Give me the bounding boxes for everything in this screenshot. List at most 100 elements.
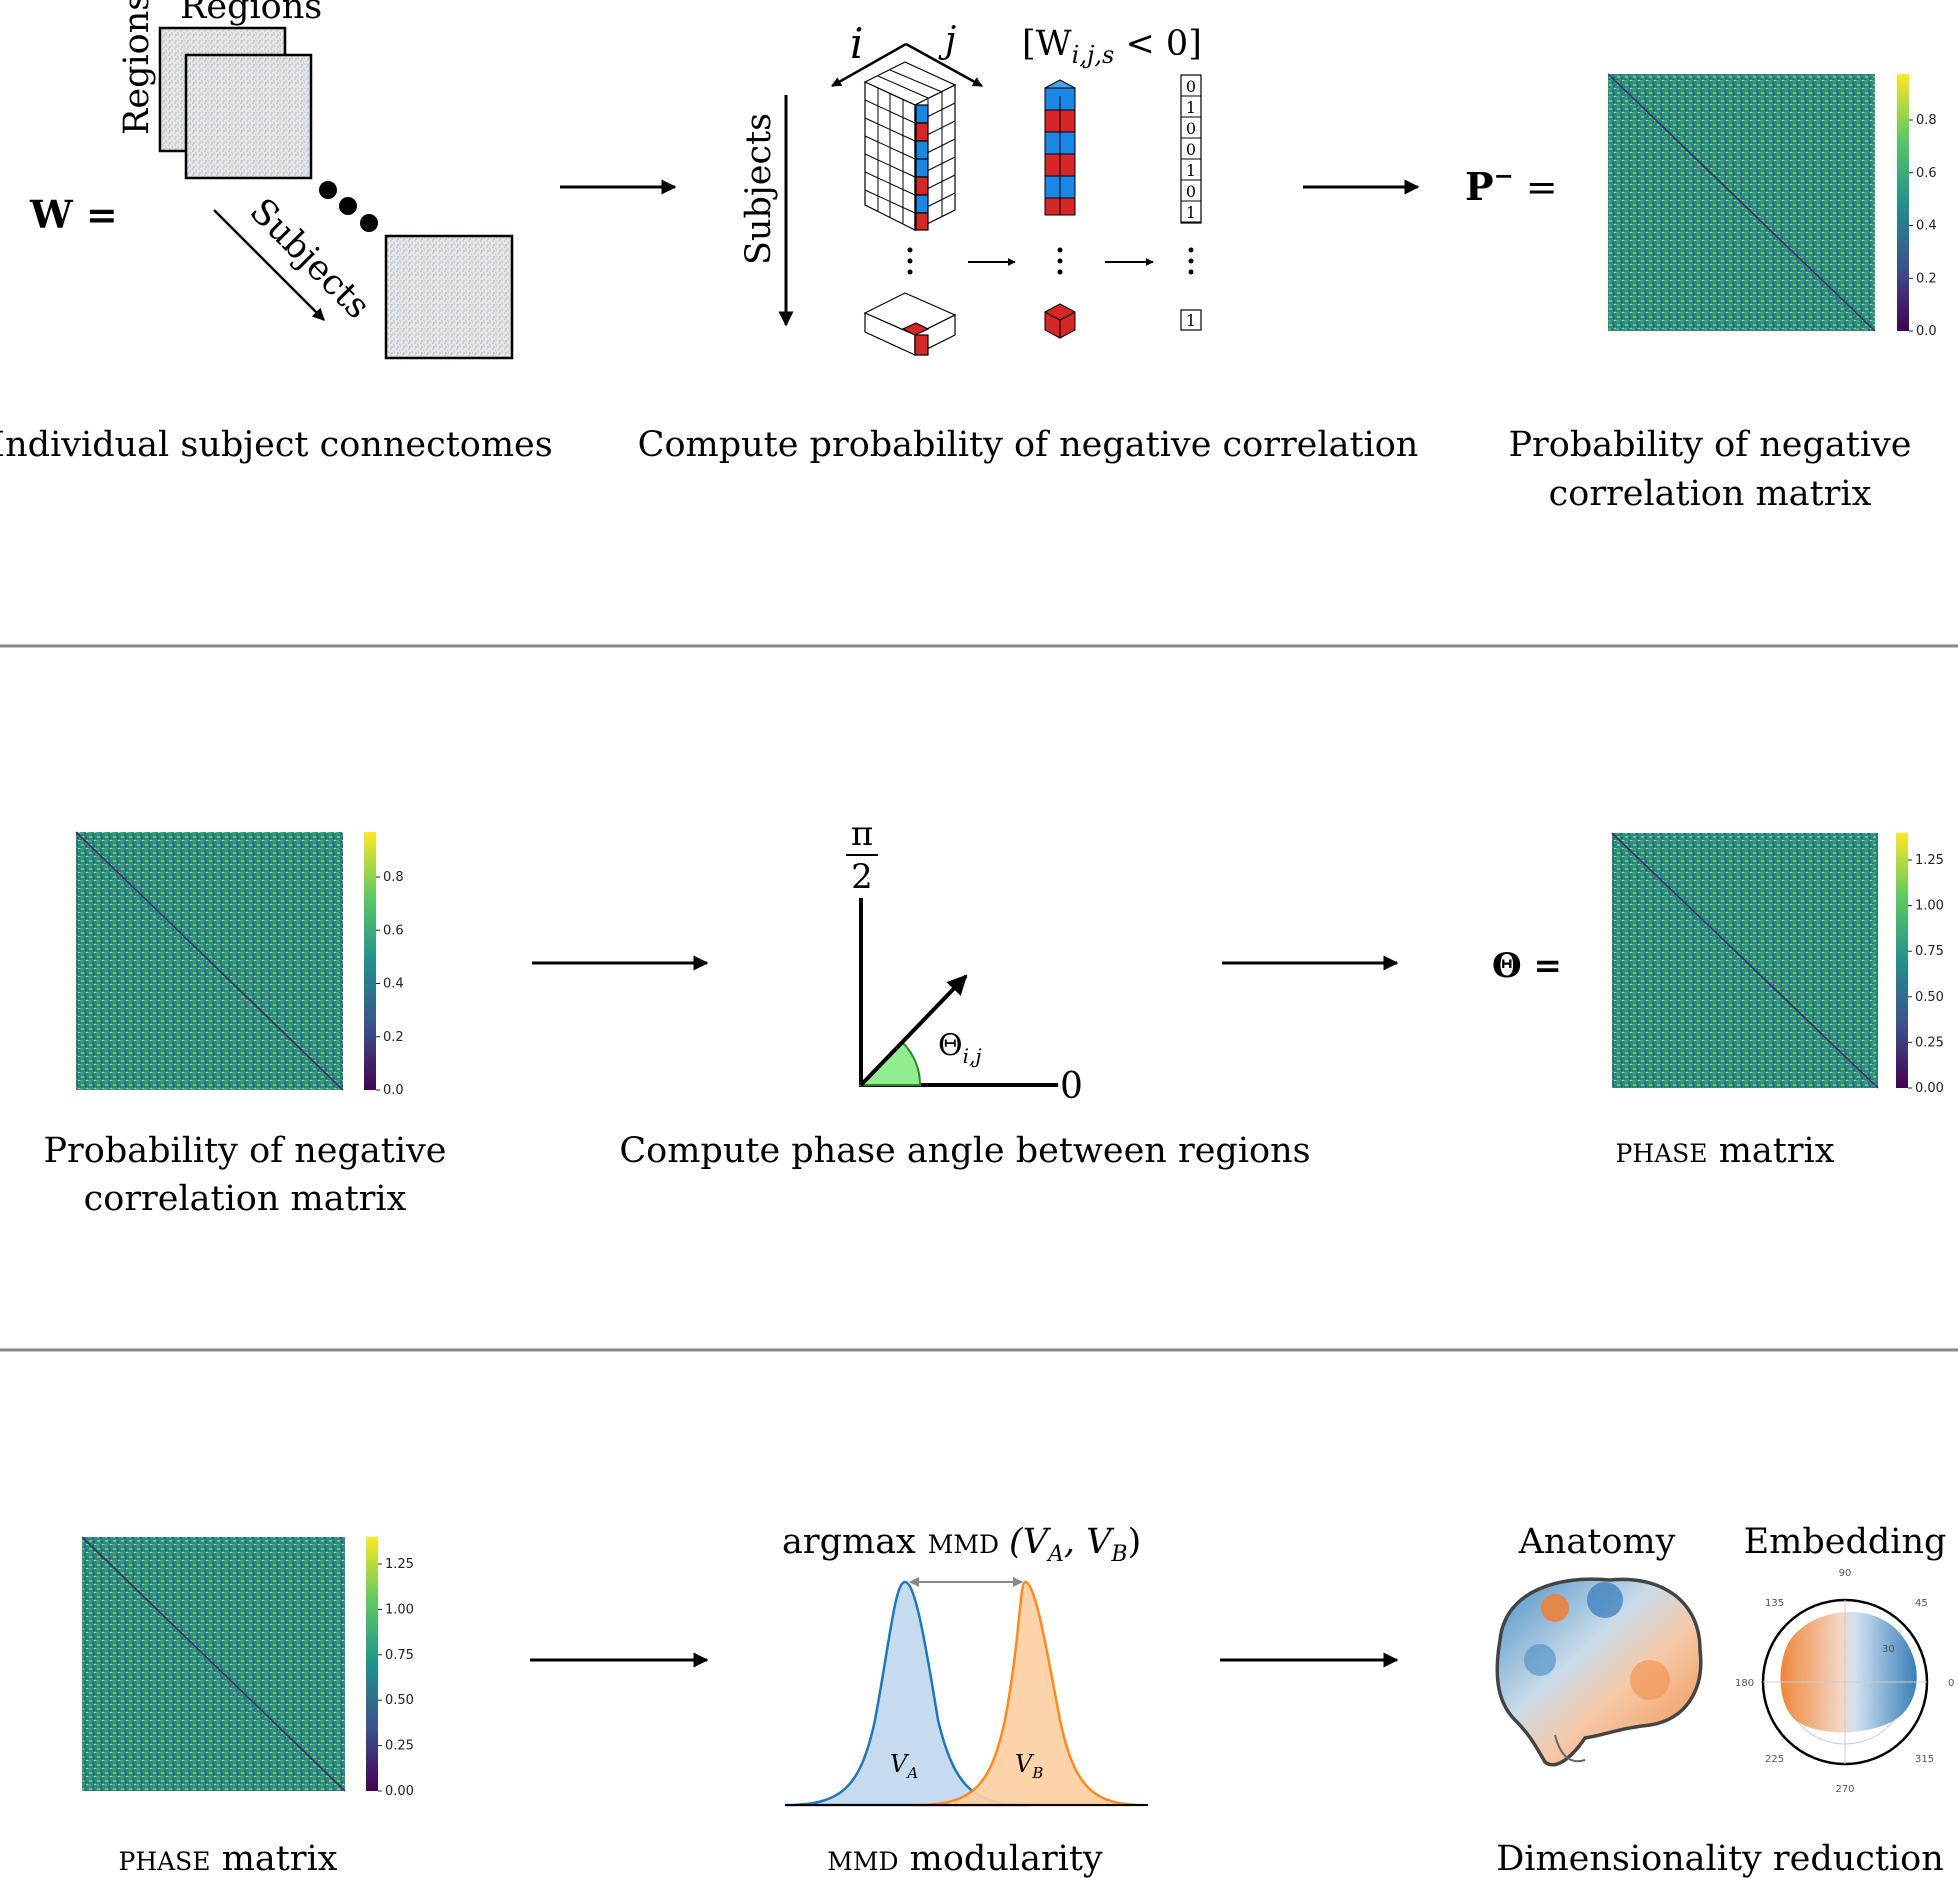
- p-label: P− =: [1465, 161, 1558, 209]
- colorbar-tick-label: 0.8: [1916, 113, 1937, 128]
- connectome-matrix-front: [184, 53, 313, 180]
- va-label: VA: [890, 1750, 918, 1782]
- colorbar-tick-label: 1.00: [385, 1602, 414, 1617]
- colorbar-tick-label: 0.75: [1915, 944, 1944, 959]
- regions-top-label: Regions: [180, 0, 322, 27]
- p-matrix-diagonal: [1607, 73, 1876, 332]
- indicator-expression: [Wi,j,s < 0]: [1022, 24, 1202, 69]
- bit-value: 0: [1186, 182, 1196, 201]
- mmd-distributions: argmax mmd (VA, VB) VA VB: [782, 1522, 1148, 1807]
- p-colorbar: [1897, 74, 1909, 331]
- polar-tick: 45: [1915, 1598, 1928, 1609]
- caption-dim-reduction: Dimensionality reduction: [1496, 1839, 1944, 1878]
- caption-prob-matrix-line2: correlation matrix: [1549, 474, 1872, 514]
- zero-label: 0: [1060, 1066, 1083, 1107]
- bit-cell-last: [1180, 309, 1202, 331]
- polar-tick: 90: [1839, 1568, 1852, 1579]
- colorbar-tick-label: 0.25: [1915, 1035, 1944, 1050]
- caption-prob-matrix-line1: Probability of negative: [1509, 425, 1912, 465]
- colorbar-tick-label: 0.0: [383, 1083, 404, 1098]
- va-distribution: [784, 1580, 1031, 1807]
- polar-tick: 180: [1735, 1678, 1754, 1689]
- subjects-diagonal-arrow: [213, 209, 325, 321]
- bit-value: 1: [1186, 161, 1196, 180]
- embedding-label: Embedding: [1744, 1522, 1947, 1562]
- brain-region-blue: [1524, 1644, 1556, 1676]
- vb-distribution: [914, 1580, 1146, 1807]
- colorbar-tick-label: 0.4: [383, 977, 404, 992]
- row1-connectomes: W = Regions Regions Subjects: [29, 0, 514, 360]
- polar-tick: 270: [1835, 1784, 1854, 1795]
- brain-region-orange: [1630, 1660, 1670, 1700]
- polar-tick: 225: [1765, 1754, 1784, 1765]
- bit-value: 0: [1186, 119, 1196, 138]
- subjects-vertical-label: Subjects: [739, 113, 779, 265]
- row2-input-colorbar: [364, 832, 376, 1090]
- row3-phase-diagonal: [81, 1536, 346, 1792]
- tensor-slab: [863, 292, 957, 356]
- tensor-grid: [863, 61, 957, 231]
- polar-embedding: 90 45 0 315 270 225 180 135 30: [1735, 1568, 1954, 1795]
- colorbar-tick-label: 0.50: [1915, 990, 1944, 1005]
- colorbar-tick-label: 0.8: [383, 870, 404, 885]
- phase-angle-diagram: π 2 0 Θi,j: [846, 814, 1083, 1107]
- colorbar-tick-label: 0.2: [1916, 271, 1937, 286]
- ellipsis-dot: [319, 181, 337, 199]
- polar-point-cloud: [1780, 1611, 1917, 1733]
- pi-denominator: 2: [851, 857, 873, 897]
- vb-label: VB: [1015, 1750, 1043, 1782]
- bit-column: 0 1 0 0 1 0 1 1: [1180, 74, 1202, 331]
- caption-compute-probability: Compute probability of negative correlat…: [638, 425, 1419, 465]
- dimensionality-reduction: Anatomy Embedding 90 45 0 315 270 225: [1495, 1522, 1954, 1795]
- colorbar-tick-label: 1.00: [1915, 899, 1944, 914]
- vector-arrow: [859, 974, 968, 1087]
- brain-region-orange: [1541, 1594, 1569, 1622]
- theta-label: Θi,j: [938, 1028, 982, 1068]
- row2-input-colorbar-ticks: 0.8 0.6 0.4 0.2 0.0: [376, 870, 404, 1098]
- row1-p-matrix: P− = 0.8 0.6 0.4 0.2 0.0: [1465, 73, 1937, 339]
- brain-region-blue: [1587, 1582, 1623, 1618]
- angle-wedge: [858, 1041, 922, 1086]
- bit-value: 1: [1186, 203, 1196, 222]
- row1-probability-computation: i j [Wi,j,s < 0] Subjects: [739, 19, 1202, 356]
- bit-cell: [1180, 200, 1202, 223]
- caption-phase-matrix: phase matrix: [1616, 1131, 1835, 1171]
- row3-phase-colorbar-ticks: 1.25 1.00 0.75 0.50 0.25 0.00: [378, 1557, 414, 1799]
- bit-value: 1: [1186, 98, 1196, 117]
- brain-anatomy: [1495, 1577, 1703, 1767]
- row2-input-diagonal: [75, 831, 344, 1091]
- brain-outline: [1495, 1577, 1703, 1767]
- caption-row3-phase: phase matrix: [119, 1839, 338, 1878]
- colorbar-tick-label: 1.25: [385, 1557, 414, 1572]
- pi-numerator: π: [851, 814, 873, 854]
- p-colorbar-ticks: 0.8 0.6 0.4 0.2 0.0: [1909, 113, 1937, 339]
- brain-cerebellum: [1554, 1734, 1586, 1763]
- row2-theta-matrix: Θ = 1.25 1.00 0.75 0.50 0.25 0.00: [1492, 832, 1944, 1096]
- colorbar-tick-label: 0.00: [385, 1784, 414, 1799]
- continuation-dots: [907, 247, 1194, 275]
- theta-eq-label: Θ =: [1492, 946, 1562, 986]
- row2-input-matrix: 0.8 0.6 0.4 0.2 0.0: [75, 831, 404, 1098]
- polar-tick: 30: [1882, 1644, 1895, 1655]
- colorbar-tick-label: 0.75: [385, 1648, 414, 1663]
- theta-colorbar-ticks: 1.25 1.00 0.75 0.50 0.25 0.00: [1908, 853, 1944, 1096]
- colorbar-tick-label: 0.4: [1916, 219, 1937, 234]
- connectome-matrix-last: [384, 234, 514, 360]
- regions-side-label: Regions: [117, 0, 157, 135]
- caption-connectomes: Individual subject connectomes: [0, 425, 553, 465]
- colorbar-tick-label: 0.0: [1916, 324, 1937, 339]
- theta-matrix-diagonal: [1611, 832, 1879, 1089]
- caption-row2-prob-line2: correlation matrix: [84, 1179, 407, 1219]
- caption-row2-prob-line1: Probability of negative: [44, 1131, 447, 1171]
- theta-colorbar: [1896, 833, 1908, 1088]
- colorbar-tick-label: 0.6: [1916, 166, 1937, 181]
- index-j: j: [938, 20, 956, 61]
- bit-value: 0: [1186, 140, 1196, 159]
- caption-mmd-modularity: mmd modularity: [827, 1839, 1103, 1878]
- polar-tick: 0: [1948, 1678, 1954, 1689]
- argmax-expression: argmax mmd (VA, VB): [782, 1522, 1141, 1567]
- row3-phase-matrix: 1.25 1.00 0.75 0.50 0.25 0.00: [81, 1536, 414, 1799]
- index-i: i: [850, 19, 863, 68]
- ellipsis-dot: [360, 214, 378, 232]
